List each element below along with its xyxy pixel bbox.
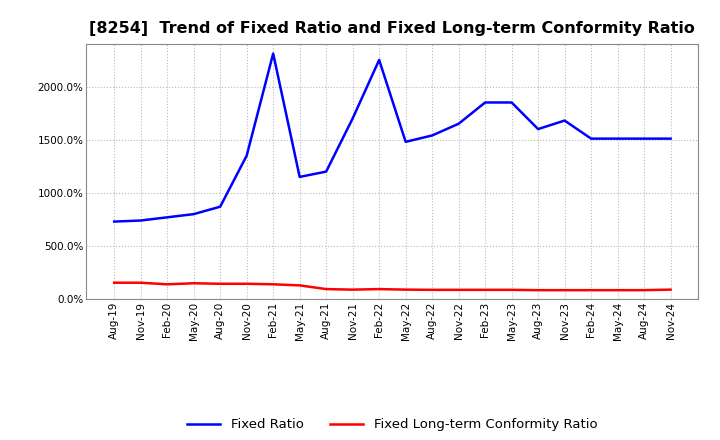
Fixed Long-term Conformity Ratio: [136, 280, 145, 286]
Fixed Long-term Conformity Ratio: [163, 282, 171, 287]
Fixed Long-term Conformity Ratio: [508, 287, 516, 293]
Fixed Long-term Conformity Ratio: [401, 287, 410, 292]
Fixed Ratio: [136, 218, 145, 223]
Fixed Long-term Conformity Ratio: [322, 286, 330, 292]
Fixed Ratio: [322, 169, 330, 174]
Fixed Ratio: [560, 118, 569, 123]
Fixed Long-term Conformity Ratio: [534, 287, 542, 293]
Fixed Ratio: [401, 139, 410, 144]
Fixed Ratio: [269, 51, 277, 56]
Title: [8254]  Trend of Fixed Ratio and Fixed Long-term Conformity Ratio: [8254] Trend of Fixed Ratio and Fixed Lo…: [89, 21, 696, 36]
Fixed Ratio: [613, 136, 622, 141]
Fixed Long-term Conformity Ratio: [640, 287, 649, 293]
Fixed Long-term Conformity Ratio: [269, 282, 277, 287]
Legend: Fixed Ratio, Fixed Long-term Conformity Ratio: Fixed Ratio, Fixed Long-term Conformity …: [182, 413, 603, 436]
Fixed Ratio: [587, 136, 595, 141]
Fixed Long-term Conformity Ratio: [560, 287, 569, 293]
Fixed Ratio: [110, 219, 119, 224]
Fixed Long-term Conformity Ratio: [428, 287, 436, 293]
Fixed Long-term Conformity Ratio: [243, 281, 251, 286]
Fixed Ratio: [375, 57, 384, 62]
Fixed Ratio: [481, 100, 490, 105]
Fixed Ratio: [454, 121, 463, 126]
Fixed Long-term Conformity Ratio: [189, 281, 198, 286]
Fixed Long-term Conformity Ratio: [110, 280, 119, 286]
Fixed Long-term Conformity Ratio: [481, 287, 490, 293]
Fixed Ratio: [163, 215, 171, 220]
Fixed Long-term Conformity Ratio: [295, 283, 304, 288]
Line: Fixed Ratio: Fixed Ratio: [114, 54, 670, 222]
Fixed Ratio: [348, 116, 357, 121]
Fixed Ratio: [243, 153, 251, 158]
Fixed Ratio: [666, 136, 675, 141]
Fixed Long-term Conformity Ratio: [216, 281, 225, 286]
Fixed Long-term Conformity Ratio: [375, 286, 384, 292]
Fixed Long-term Conformity Ratio: [348, 287, 357, 292]
Fixed Long-term Conformity Ratio: [454, 287, 463, 293]
Fixed Ratio: [428, 133, 436, 138]
Fixed Long-term Conformity Ratio: [587, 287, 595, 293]
Fixed Ratio: [534, 126, 542, 132]
Fixed Ratio: [216, 204, 225, 209]
Fixed Ratio: [640, 136, 649, 141]
Line: Fixed Long-term Conformity Ratio: Fixed Long-term Conformity Ratio: [114, 283, 670, 290]
Fixed Ratio: [508, 100, 516, 105]
Fixed Long-term Conformity Ratio: [613, 287, 622, 293]
Fixed Long-term Conformity Ratio: [666, 287, 675, 292]
Fixed Ratio: [189, 212, 198, 217]
Fixed Ratio: [295, 174, 304, 180]
